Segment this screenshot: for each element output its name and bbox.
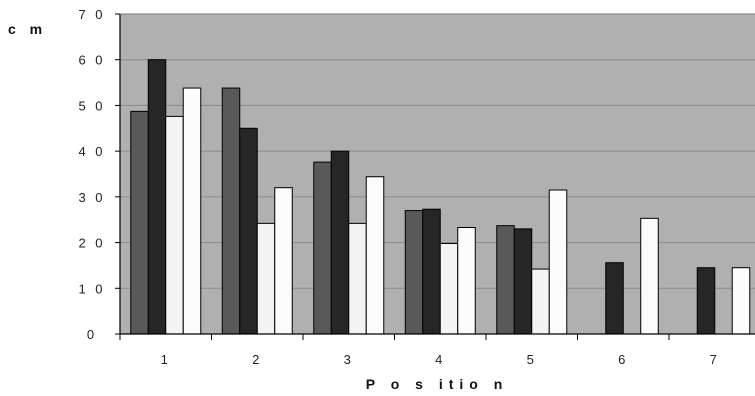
x-tick-label: 5 <box>527 352 537 367</box>
bar <box>531 268 550 335</box>
bar <box>274 187 293 335</box>
bar <box>130 110 149 335</box>
bar <box>422 208 441 335</box>
bar <box>731 267 751 335</box>
bar <box>221 87 241 335</box>
bar <box>365 176 385 335</box>
x-tick-label: 7 <box>710 352 720 367</box>
y-tick-label: 2 0 <box>78 236 105 251</box>
y-tick-label: 7 0 <box>78 7 105 22</box>
bar <box>348 222 367 335</box>
x-tick-labels: 1 2 3 4 5 6 7 <box>119 334 720 367</box>
y-axis-title: c m <box>8 21 47 37</box>
x-tick-label: 1 <box>161 352 171 367</box>
bar <box>256 222 276 335</box>
y-tick-labels: 0 1 0 2 0 3 0 4 0 5 0 6 0 7 0 <box>78 7 120 342</box>
y-tick-label: 1 0 <box>78 281 105 296</box>
bar <box>548 189 568 335</box>
x-axis-title: P o s itio n <box>366 376 509 392</box>
bars <box>130 59 751 335</box>
y-tick-label: 3 0 <box>78 190 105 205</box>
bar <box>147 59 167 335</box>
y-tick-label: 6 0 <box>78 53 105 68</box>
y-tick-label: 0 <box>87 327 97 342</box>
bar <box>165 115 184 335</box>
bar <box>439 242 459 335</box>
bar <box>496 225 515 335</box>
bar <box>182 87 202 335</box>
y-tick-label: 4 0 <box>78 144 105 159</box>
x-tick-label: 3 <box>344 352 354 367</box>
bar <box>696 267 716 335</box>
bar <box>313 161 332 335</box>
bar <box>404 210 424 335</box>
axes <box>119 13 755 335</box>
x-tick-label: 2 <box>252 352 262 367</box>
bar <box>239 127 258 335</box>
x-tick-label: 4 <box>435 352 445 367</box>
bar <box>457 226 476 335</box>
y-tick-label: 5 0 <box>78 98 105 113</box>
bar <box>330 150 350 335</box>
bar <box>640 217 659 335</box>
x-tick-label: 6 <box>618 352 628 367</box>
bar <box>605 262 624 335</box>
bar <box>513 228 533 335</box>
